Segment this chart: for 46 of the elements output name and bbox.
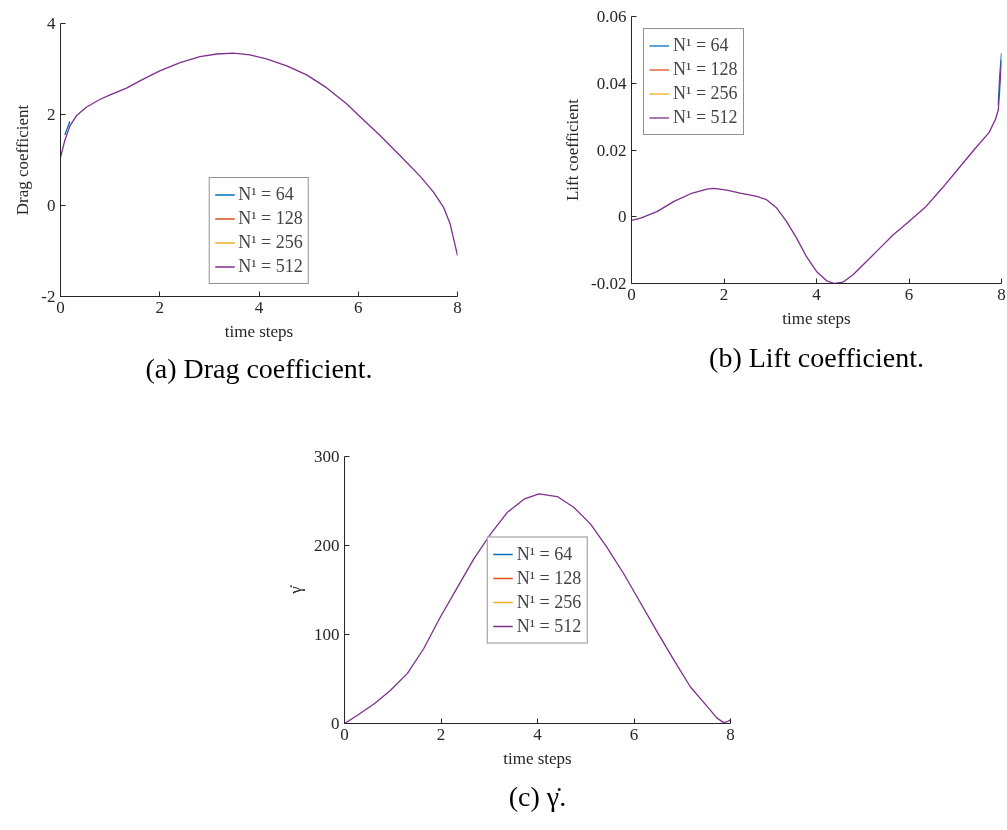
legend-label: N¹ = 64 — [516, 542, 573, 565]
legend-label: N¹ = 512 — [516, 614, 582, 637]
y-axis-title: Drag coefficient — [13, 104, 33, 216]
text: (a) Drag coefficient. — [145, 353, 373, 384]
x-tick-label: 8 — [997, 284, 1006, 304]
x-axis-title: time steps — [224, 321, 294, 341]
y-tick-label: 0 — [618, 207, 627, 227]
x-axis-title: time steps — [503, 748, 572, 768]
y-tick-label: 200 — [314, 536, 340, 555]
y-tick-label: 4 — [47, 14, 56, 33]
y-tick-label: 0.06 — [596, 7, 627, 26]
legend-label: N¹ = 64 — [673, 34, 729, 57]
x-tick-label: 4 — [812, 284, 822, 304]
x-tick-label: 8 — [453, 297, 462, 317]
text: (c) γ̇. — [508, 781, 567, 812]
legend-label: N¹ = 256 — [238, 231, 303, 254]
y-axis-title: γ̇ — [286, 585, 305, 595]
y-tick-label: 0.04 — [596, 73, 627, 93]
x-tick-label: 6 — [629, 724, 639, 744]
x-tick-label: 2 — [155, 297, 164, 317]
y-tick-label: 0 — [47, 196, 56, 215]
x-tick-label: 6 — [354, 297, 363, 317]
y-tick-label: -2 — [41, 287, 56, 306]
y-axis-title: Lift coefficient — [563, 98, 583, 202]
y-tick-label: 300 — [314, 447, 340, 466]
y-tick-label: -0.02 — [591, 274, 627, 293]
text: (b) Lift coefficient. — [709, 342, 924, 373]
x-tick-label: 8 — [726, 724, 735, 744]
x-tick-label: 4 — [533, 724, 543, 744]
legend-label: N¹ = 128 — [238, 207, 303, 230]
legend-label: N¹ = 512 — [238, 255, 303, 278]
legend-label: N¹ = 128 — [673, 58, 738, 81]
line-series — [60, 52, 458, 257]
y-tick-label: 0.02 — [596, 140, 627, 160]
legend-label: N¹ = 256 — [516, 590, 582, 613]
y-tick-label: 2 — [47, 105, 56, 124]
x-axis-title: time steps — [782, 308, 851, 328]
x-tick-label: 4 — [254, 297, 264, 317]
x-tick-label: 6 — [904, 284, 914, 304]
legend-label: N¹ = 64 — [238, 183, 294, 206]
legend-label: N¹ = 256 — [673, 82, 738, 105]
legend-label: N¹ = 512 — [673, 106, 738, 129]
x-tick-label: 2 — [436, 724, 446, 744]
y-tick-label: 100 — [314, 625, 340, 644]
x-tick-label: 2 — [719, 284, 729, 304]
legend-label: N¹ = 128 — [516, 566, 582, 589]
